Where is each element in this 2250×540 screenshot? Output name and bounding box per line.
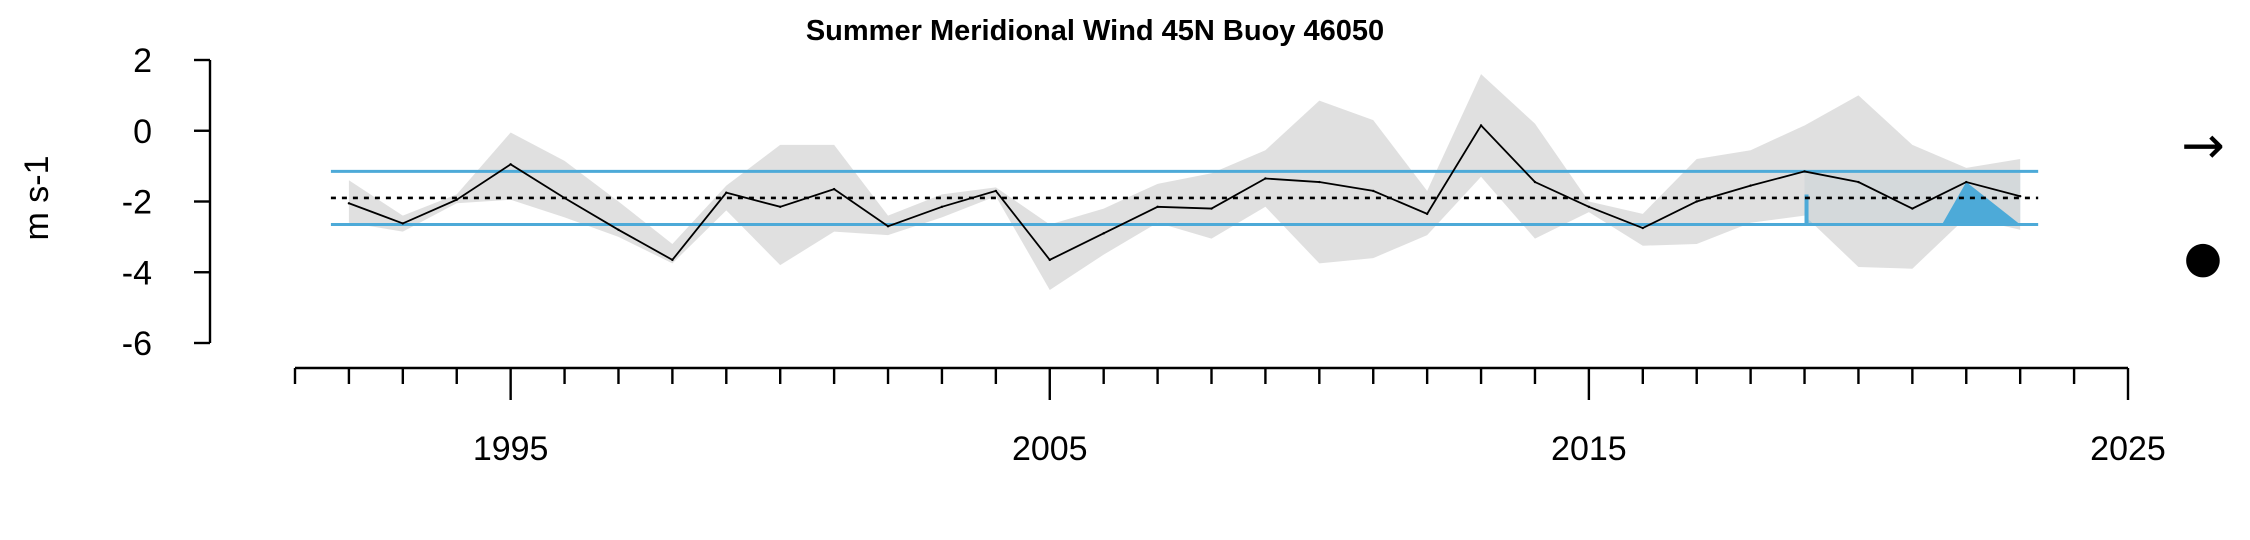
data-point-2012: [1425, 212, 1429, 216]
data-point-2004: [994, 189, 998, 193]
y-tick-label: -6: [122, 325, 152, 363]
chart-title: Summer Meridional Wind 45N Buoy 46050: [806, 15, 1384, 47]
data-point-2000: [779, 205, 782, 209]
data-point-2022: [1965, 180, 1968, 184]
uncertainty-envelope: [348, 74, 2021, 290]
highlight-layer: [1804, 182, 2021, 225]
data-point-1996: [563, 196, 566, 200]
data-point-1994: [455, 198, 458, 201]
data-point-2023: [2018, 194, 2022, 198]
series-line-layer: [347, 123, 2022, 262]
data-point-2001: [832, 187, 836, 191]
data-point-2014: [1533, 180, 1537, 184]
data-point-2002: [886, 225, 890, 228]
data-point-1993: [401, 222, 405, 225]
data-point-2016: [1641, 226, 1644, 230]
data-point-2020: [1857, 180, 1860, 184]
y-axis: 2 0 -2 -4 -6: [122, 42, 212, 363]
data-point-2017: [1695, 200, 1698, 203]
data-point-2003: [940, 205, 944, 209]
data-point-1997: [617, 228, 620, 231]
x-tick-label: 2025: [2090, 430, 2166, 468]
data-point-2018: [1749, 184, 1752, 187]
data-point-1998: [671, 258, 674, 262]
y-tick-label: 2: [133, 42, 152, 80]
x-tick-label: 2005: [1012, 430, 1088, 468]
x-tick-label: 2015: [1551, 430, 1627, 468]
series-line: [348, 123, 2021, 262]
x-axis: 1995 2005 2015 2025: [293, 366, 2166, 468]
reference-lines-layer: [330, 169, 2039, 226]
mean-dot-icon: ●: [2184, 232, 2222, 283]
data-point-2007: [1156, 205, 1159, 209]
recent-highlight-area: [1942, 182, 2021, 225]
data-point-2006: [1102, 232, 1105, 235]
data-point-2010: [1318, 180, 1321, 184]
data-point-1999: [725, 191, 728, 194]
data-point-2011: [1372, 189, 1375, 193]
x-tick-label: 1995: [473, 430, 549, 468]
data-point-2009: [1264, 177, 1267, 180]
y-tick-label: -4: [122, 254, 152, 292]
trend-arrow-icon: →: [2181, 116, 2225, 176]
data-point-2015: [1587, 205, 1591, 209]
recent-highlight-edge: [1804, 194, 1809, 225]
data-point-2019: [1803, 170, 1806, 173]
envelope-layer: [348, 74, 2021, 290]
data-point-2005: [1048, 258, 1051, 262]
data-point-2013: [1479, 124, 1483, 127]
data-point-1992: [347, 202, 351, 205]
data-point-2021: [1911, 207, 1914, 210]
y-tick-label: 0: [133, 113, 152, 151]
data-point-2008: [1210, 207, 1213, 210]
y-axis-label: m s-1: [18, 156, 56, 241]
data-point-1995: [509, 163, 512, 166]
y-tick-label: -2: [122, 184, 152, 222]
